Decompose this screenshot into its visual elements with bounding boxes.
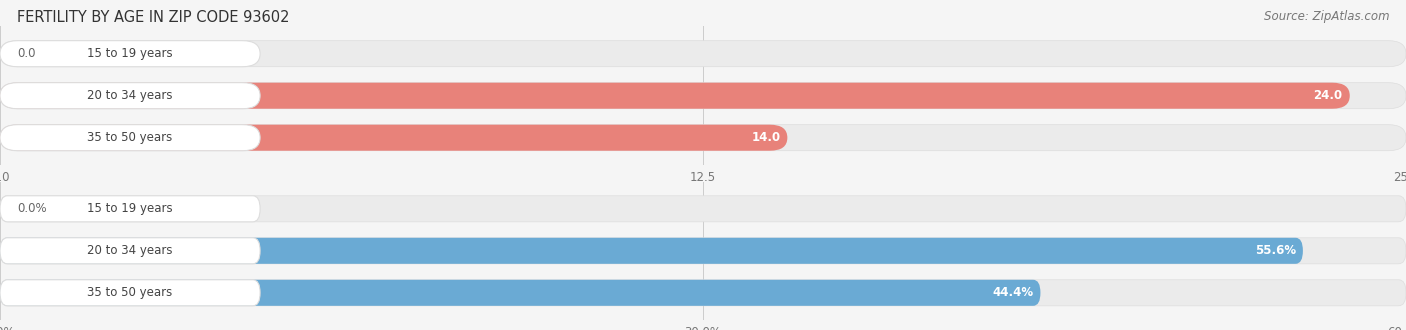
Text: 15 to 19 years: 15 to 19 years xyxy=(87,47,173,60)
FancyBboxPatch shape xyxy=(0,125,260,151)
FancyBboxPatch shape xyxy=(0,83,1406,109)
FancyBboxPatch shape xyxy=(0,238,1303,264)
Text: 15 to 19 years: 15 to 19 years xyxy=(87,202,173,215)
Text: 0.0: 0.0 xyxy=(17,47,35,60)
Text: 20 to 34 years: 20 to 34 years xyxy=(87,89,173,102)
FancyBboxPatch shape xyxy=(0,196,1406,222)
Text: 35 to 50 years: 35 to 50 years xyxy=(87,286,173,299)
FancyBboxPatch shape xyxy=(0,125,1406,151)
Text: 35 to 50 years: 35 to 50 years xyxy=(87,131,173,144)
Text: 14.0: 14.0 xyxy=(751,131,780,144)
Text: FERTILITY BY AGE IN ZIP CODE 93602: FERTILITY BY AGE IN ZIP CODE 93602 xyxy=(17,10,290,25)
FancyBboxPatch shape xyxy=(0,83,260,109)
FancyBboxPatch shape xyxy=(0,83,1350,109)
Text: Source: ZipAtlas.com: Source: ZipAtlas.com xyxy=(1264,10,1389,23)
FancyBboxPatch shape xyxy=(0,238,260,264)
FancyBboxPatch shape xyxy=(0,280,1040,306)
FancyBboxPatch shape xyxy=(0,41,260,67)
Text: 0.0%: 0.0% xyxy=(17,202,46,215)
FancyBboxPatch shape xyxy=(0,280,1406,306)
FancyBboxPatch shape xyxy=(0,41,1406,67)
Text: 24.0: 24.0 xyxy=(1313,89,1343,102)
Text: 55.6%: 55.6% xyxy=(1254,244,1296,257)
FancyBboxPatch shape xyxy=(0,125,787,151)
Text: 44.4%: 44.4% xyxy=(993,286,1033,299)
FancyBboxPatch shape xyxy=(0,280,260,306)
Text: 20 to 34 years: 20 to 34 years xyxy=(87,244,173,257)
FancyBboxPatch shape xyxy=(0,238,1406,264)
FancyBboxPatch shape xyxy=(0,196,260,222)
